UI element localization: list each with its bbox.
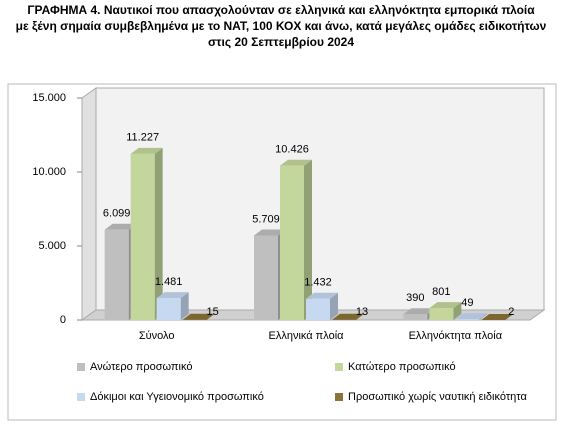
data-label: 1.481 [155, 276, 183, 288]
y-tick-label: 5.000 [38, 240, 66, 252]
data-label: 15 [207, 306, 219, 318]
bar [306, 299, 330, 320]
data-label: 13 [356, 306, 368, 318]
x-tick-label: Ελληνόκτητα πλοία [409, 330, 503, 342]
bar [455, 319, 479, 320]
chart-title: στις 20 Σεπτεμβρίου 2024 [208, 35, 354, 49]
bar [131, 154, 155, 320]
y-tick-label: 0 [60, 314, 66, 326]
bar [105, 230, 129, 320]
data-label: 801 [432, 286, 450, 298]
data-label: 2 [508, 306, 514, 318]
legend-swatch [335, 363, 343, 371]
bar [403, 314, 427, 320]
legend-label: Ανώτερο προσωπικό [90, 361, 192, 373]
bar [157, 298, 181, 320]
y-tick-label: 15.000 [32, 92, 66, 104]
bar [280, 166, 304, 320]
x-tick-label: Ελληνικά πλοία [268, 330, 344, 342]
legend-label: Κατώτερο προσωπικό [348, 361, 456, 373]
data-label: 11.227 [126, 132, 159, 144]
data-label: 5.709 [252, 213, 280, 225]
data-label: 6.099 [103, 208, 131, 220]
bar [429, 308, 453, 320]
chart-title: ΓΡΑΦΗΜΑ 4. Ναυτικοί που απασχολούνταν σε… [27, 3, 535, 17]
chart-title: με ξένη σημαία συμβεβλημένα με το ΝΑΤ, 1… [16, 19, 547, 33]
legend-swatch [77, 393, 85, 401]
x-tick-label: Σύνολο [139, 330, 175, 342]
data-label: 49 [461, 297, 473, 309]
legend-swatch [77, 363, 85, 371]
data-label: 10.426 [275, 144, 309, 156]
legend-label: Δόκιμοι και Υγειονομικό προσωπικό [90, 391, 264, 403]
side-wall [82, 88, 96, 320]
legend-swatch [335, 393, 343, 401]
data-label: 390 [406, 292, 424, 304]
data-label: 1.432 [304, 277, 332, 289]
bar-side [155, 148, 163, 320]
y-tick-label: 10.000 [32, 166, 66, 178]
legend-label: Προσωπικό χωρίς ναυτική ειδικότητα [348, 391, 527, 403]
bar [254, 236, 278, 320]
